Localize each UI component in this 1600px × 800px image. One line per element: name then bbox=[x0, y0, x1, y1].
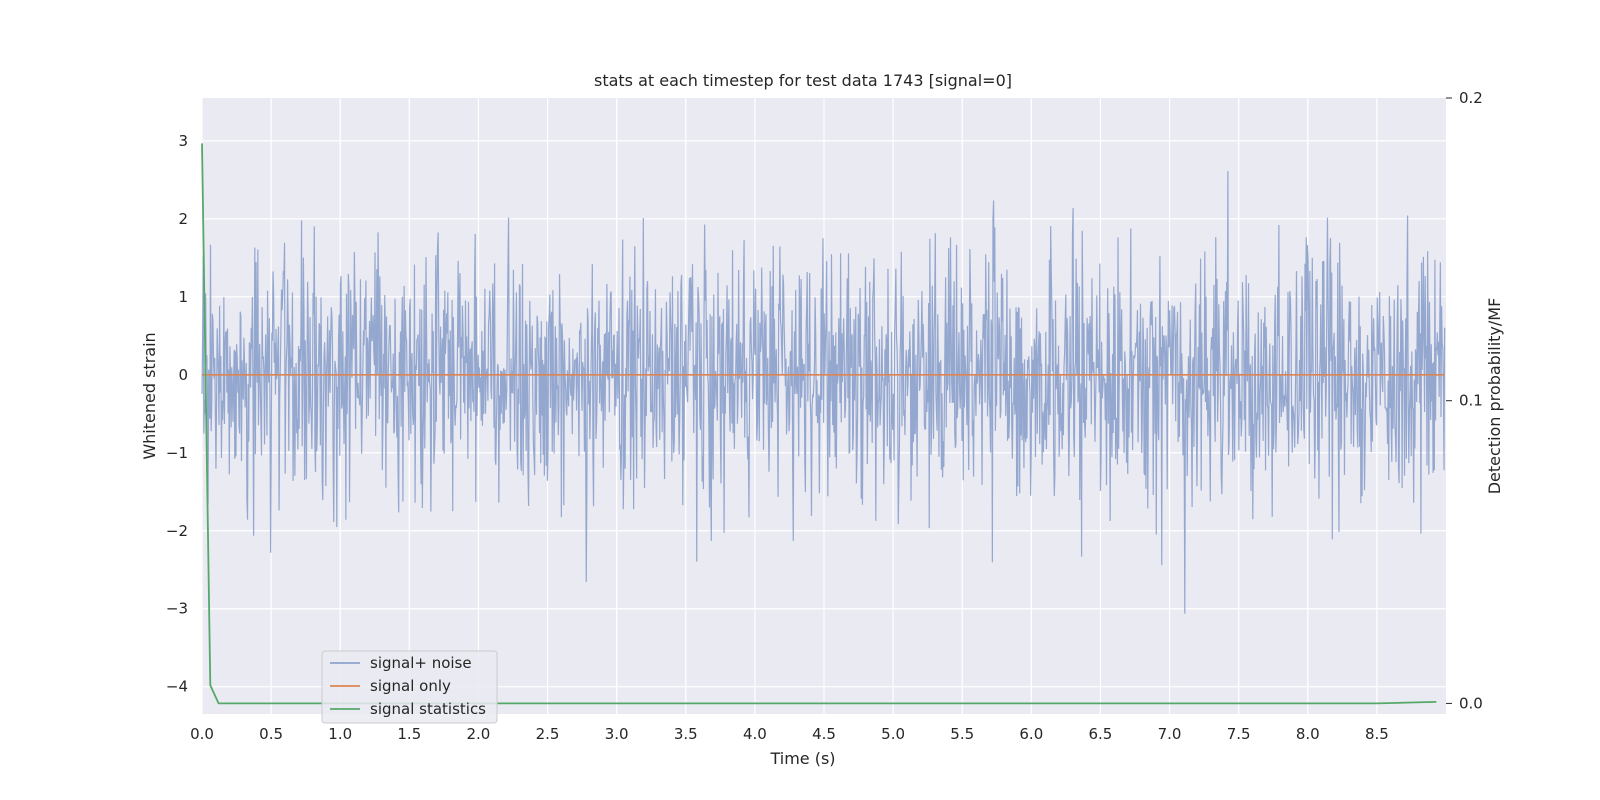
x-tick-label: 7.5 bbox=[1227, 725, 1251, 743]
legend-label-signal-statistics: signal statistics bbox=[370, 700, 486, 718]
legend-box bbox=[321, 650, 498, 724]
x-tick-label: 2.5 bbox=[536, 725, 560, 743]
y-tick-label: −4 bbox=[166, 678, 188, 696]
legend-label-signal-only: signal only bbox=[370, 677, 451, 695]
x-tick-label: 5.5 bbox=[950, 725, 974, 743]
legend-label-signal-noise: signal+ noise bbox=[370, 654, 472, 672]
x-tick-label: 8.0 bbox=[1296, 725, 1320, 743]
x-tick-label: 4.0 bbox=[743, 725, 767, 743]
y-axis-title: Whitened strain bbox=[140, 332, 159, 459]
x-tick-label: 2.0 bbox=[467, 725, 491, 743]
y-tick-label: 3 bbox=[178, 132, 188, 150]
y-tick-label: 0 bbox=[178, 366, 188, 384]
x-tick-label: 1.5 bbox=[397, 725, 421, 743]
x-axis-title: Time (s) bbox=[769, 749, 835, 768]
legend: signal+ noise signal only signal statist… bbox=[321, 650, 498, 724]
chart-title: stats at each timestep for test data 174… bbox=[594, 71, 1012, 90]
series-layer bbox=[201, 143, 1446, 705]
x-tick-label: 6.5 bbox=[1089, 725, 1113, 743]
x-tick-label: 8.5 bbox=[1365, 725, 1389, 743]
x-tick-label: 3.0 bbox=[605, 725, 629, 743]
x-tick-label: 7.0 bbox=[1158, 725, 1182, 743]
y-tick-label: 2 bbox=[178, 210, 188, 228]
series-signal-noise-line bbox=[201, 171, 1446, 614]
x-tick-label: 4.5 bbox=[812, 725, 836, 743]
y-right-axis-title: Detection probability/MF bbox=[1485, 298, 1504, 495]
x-tick-label: 3.5 bbox=[674, 725, 698, 743]
x-tick-label: 6.0 bbox=[1019, 725, 1043, 743]
x-tick-label: 5.0 bbox=[881, 725, 905, 743]
y-tick-label: −3 bbox=[166, 600, 188, 618]
y-right-tick-label: 0.2 bbox=[1459, 89, 1483, 107]
y-right-tick-label: 0.0 bbox=[1459, 694, 1483, 712]
series-signal-statistics-line bbox=[201, 143, 1437, 705]
x-tick-label: 0.5 bbox=[259, 725, 283, 743]
y-tick-label: −1 bbox=[166, 444, 188, 462]
y-right-tick-label: 0.1 bbox=[1459, 392, 1483, 410]
x-tick-label: 1.0 bbox=[328, 725, 352, 743]
ticks: 0.0 0.5 1.0 1.5 2.0 2.5 3.0 3.5 4.0 4.5 5.0 5.5 6.0 6… bbox=[166, 89, 1483, 743]
y-tick-label: 1 bbox=[178, 288, 188, 306]
x-tick-label: 0.0 bbox=[190, 725, 214, 743]
y-tick-label: −2 bbox=[166, 522, 188, 540]
